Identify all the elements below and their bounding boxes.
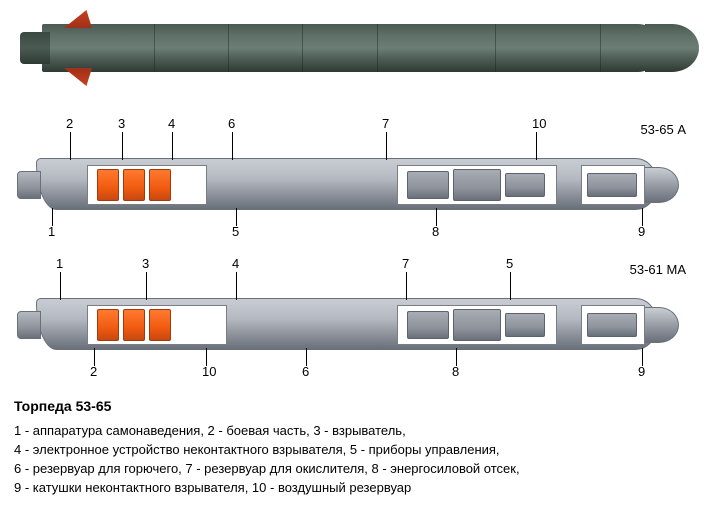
leader-line xyxy=(536,132,537,160)
leader-line xyxy=(436,208,437,226)
internal-component xyxy=(587,313,637,337)
caption-block: Торпеда 53-65 1 - аппаратура самонаведен… xyxy=(14,396,690,498)
hull-seam xyxy=(495,24,496,72)
diagram-53-65-a: 53-65 А 2 3 4 6 7 10 1 5 8 9 xyxy=(10,108,694,240)
leader-line xyxy=(236,208,237,226)
internal-component xyxy=(505,173,545,197)
shell-nose-a xyxy=(639,167,679,203)
torpedo-fin-top xyxy=(64,10,92,28)
callout-number: 9 xyxy=(638,224,645,239)
warhead-component xyxy=(123,169,145,201)
callout-number: 7 xyxy=(382,116,389,131)
leader-line xyxy=(510,272,511,300)
shell-nose-ma xyxy=(639,307,679,343)
callout-number: 10 xyxy=(202,364,216,379)
torpedo-physical xyxy=(10,14,694,82)
shell-tail-ma xyxy=(17,311,41,339)
leader-line xyxy=(122,132,123,160)
callout-number: 4 xyxy=(168,116,175,131)
callout-number: 3 xyxy=(142,256,149,271)
internal-component xyxy=(587,173,637,197)
leader-line xyxy=(642,348,643,366)
callout-number: 5 xyxy=(506,256,513,271)
internal-component xyxy=(453,169,501,201)
leader-line xyxy=(52,208,53,226)
torpedo-nose xyxy=(645,24,699,72)
warhead-component xyxy=(149,169,171,201)
model-label-ma: 53-61 МА xyxy=(630,262,686,277)
callout-number: 8 xyxy=(432,224,439,239)
caption-title: Торпеда 53-65 xyxy=(14,396,690,416)
hull-seam xyxy=(154,24,155,72)
callout-number: 9 xyxy=(638,364,645,379)
leader-line xyxy=(406,272,407,300)
internal-component xyxy=(453,309,501,341)
internal-component xyxy=(407,311,449,339)
callout-number: 5 xyxy=(232,224,239,239)
callout-number: 1 xyxy=(56,256,63,271)
leader-line xyxy=(60,272,61,300)
callout-number: 4 xyxy=(232,256,239,271)
warhead-component xyxy=(97,309,119,341)
internal-component xyxy=(505,313,545,337)
legend-line-2: 4 - электронное устройство неконтактного… xyxy=(14,441,690,460)
leader-line xyxy=(206,348,207,366)
callout-number: 3 xyxy=(118,116,125,131)
leader-line xyxy=(386,132,387,160)
internal-component xyxy=(407,171,449,199)
hull-seam xyxy=(600,24,601,72)
torpedo-tail xyxy=(20,32,50,64)
legend-line-1: 1 - аппаратура самонаведения, 2 - боевая… xyxy=(14,422,690,441)
torpedo-fin-bottom xyxy=(64,68,92,86)
leader-line xyxy=(306,348,307,366)
hull-seam xyxy=(302,24,303,72)
callout-number: 2 xyxy=(90,364,97,379)
hull-seam xyxy=(228,24,229,72)
warhead-component xyxy=(149,309,171,341)
warhead-component xyxy=(123,309,145,341)
leader-line xyxy=(642,208,643,226)
legend-line-3: 6 - резервуар для горючего, 7 - резервуа… xyxy=(14,460,690,479)
callout-number: 2 xyxy=(66,116,73,131)
warhead-component xyxy=(97,169,119,201)
callout-number: 7 xyxy=(402,256,409,271)
leader-line xyxy=(456,348,457,366)
callout-number: 8 xyxy=(452,364,459,379)
leader-line xyxy=(70,132,71,160)
callout-number: 6 xyxy=(228,116,235,131)
callout-number: 10 xyxy=(532,116,546,131)
diagram-53-61-ma: 53-61 МА 1 3 4 7 5 2 10 6 8 9 xyxy=(10,248,694,380)
torpedo-shell-a xyxy=(36,158,656,210)
leader-line xyxy=(172,132,173,160)
torpedo-hull xyxy=(42,24,662,72)
torpedo-shell-ma xyxy=(36,298,656,350)
legend-line-4: 9 - катушки неконтактного взрывателя, 10… xyxy=(14,479,690,498)
leader-line xyxy=(146,272,147,300)
hull-seam xyxy=(377,24,378,72)
callout-number: 6 xyxy=(302,364,309,379)
leader-line xyxy=(232,132,233,160)
shell-tail-a xyxy=(17,171,41,199)
leader-line xyxy=(94,348,95,366)
leader-line xyxy=(236,272,237,300)
model-label-a: 53-65 А xyxy=(640,122,686,137)
callout-number: 1 xyxy=(48,224,55,239)
